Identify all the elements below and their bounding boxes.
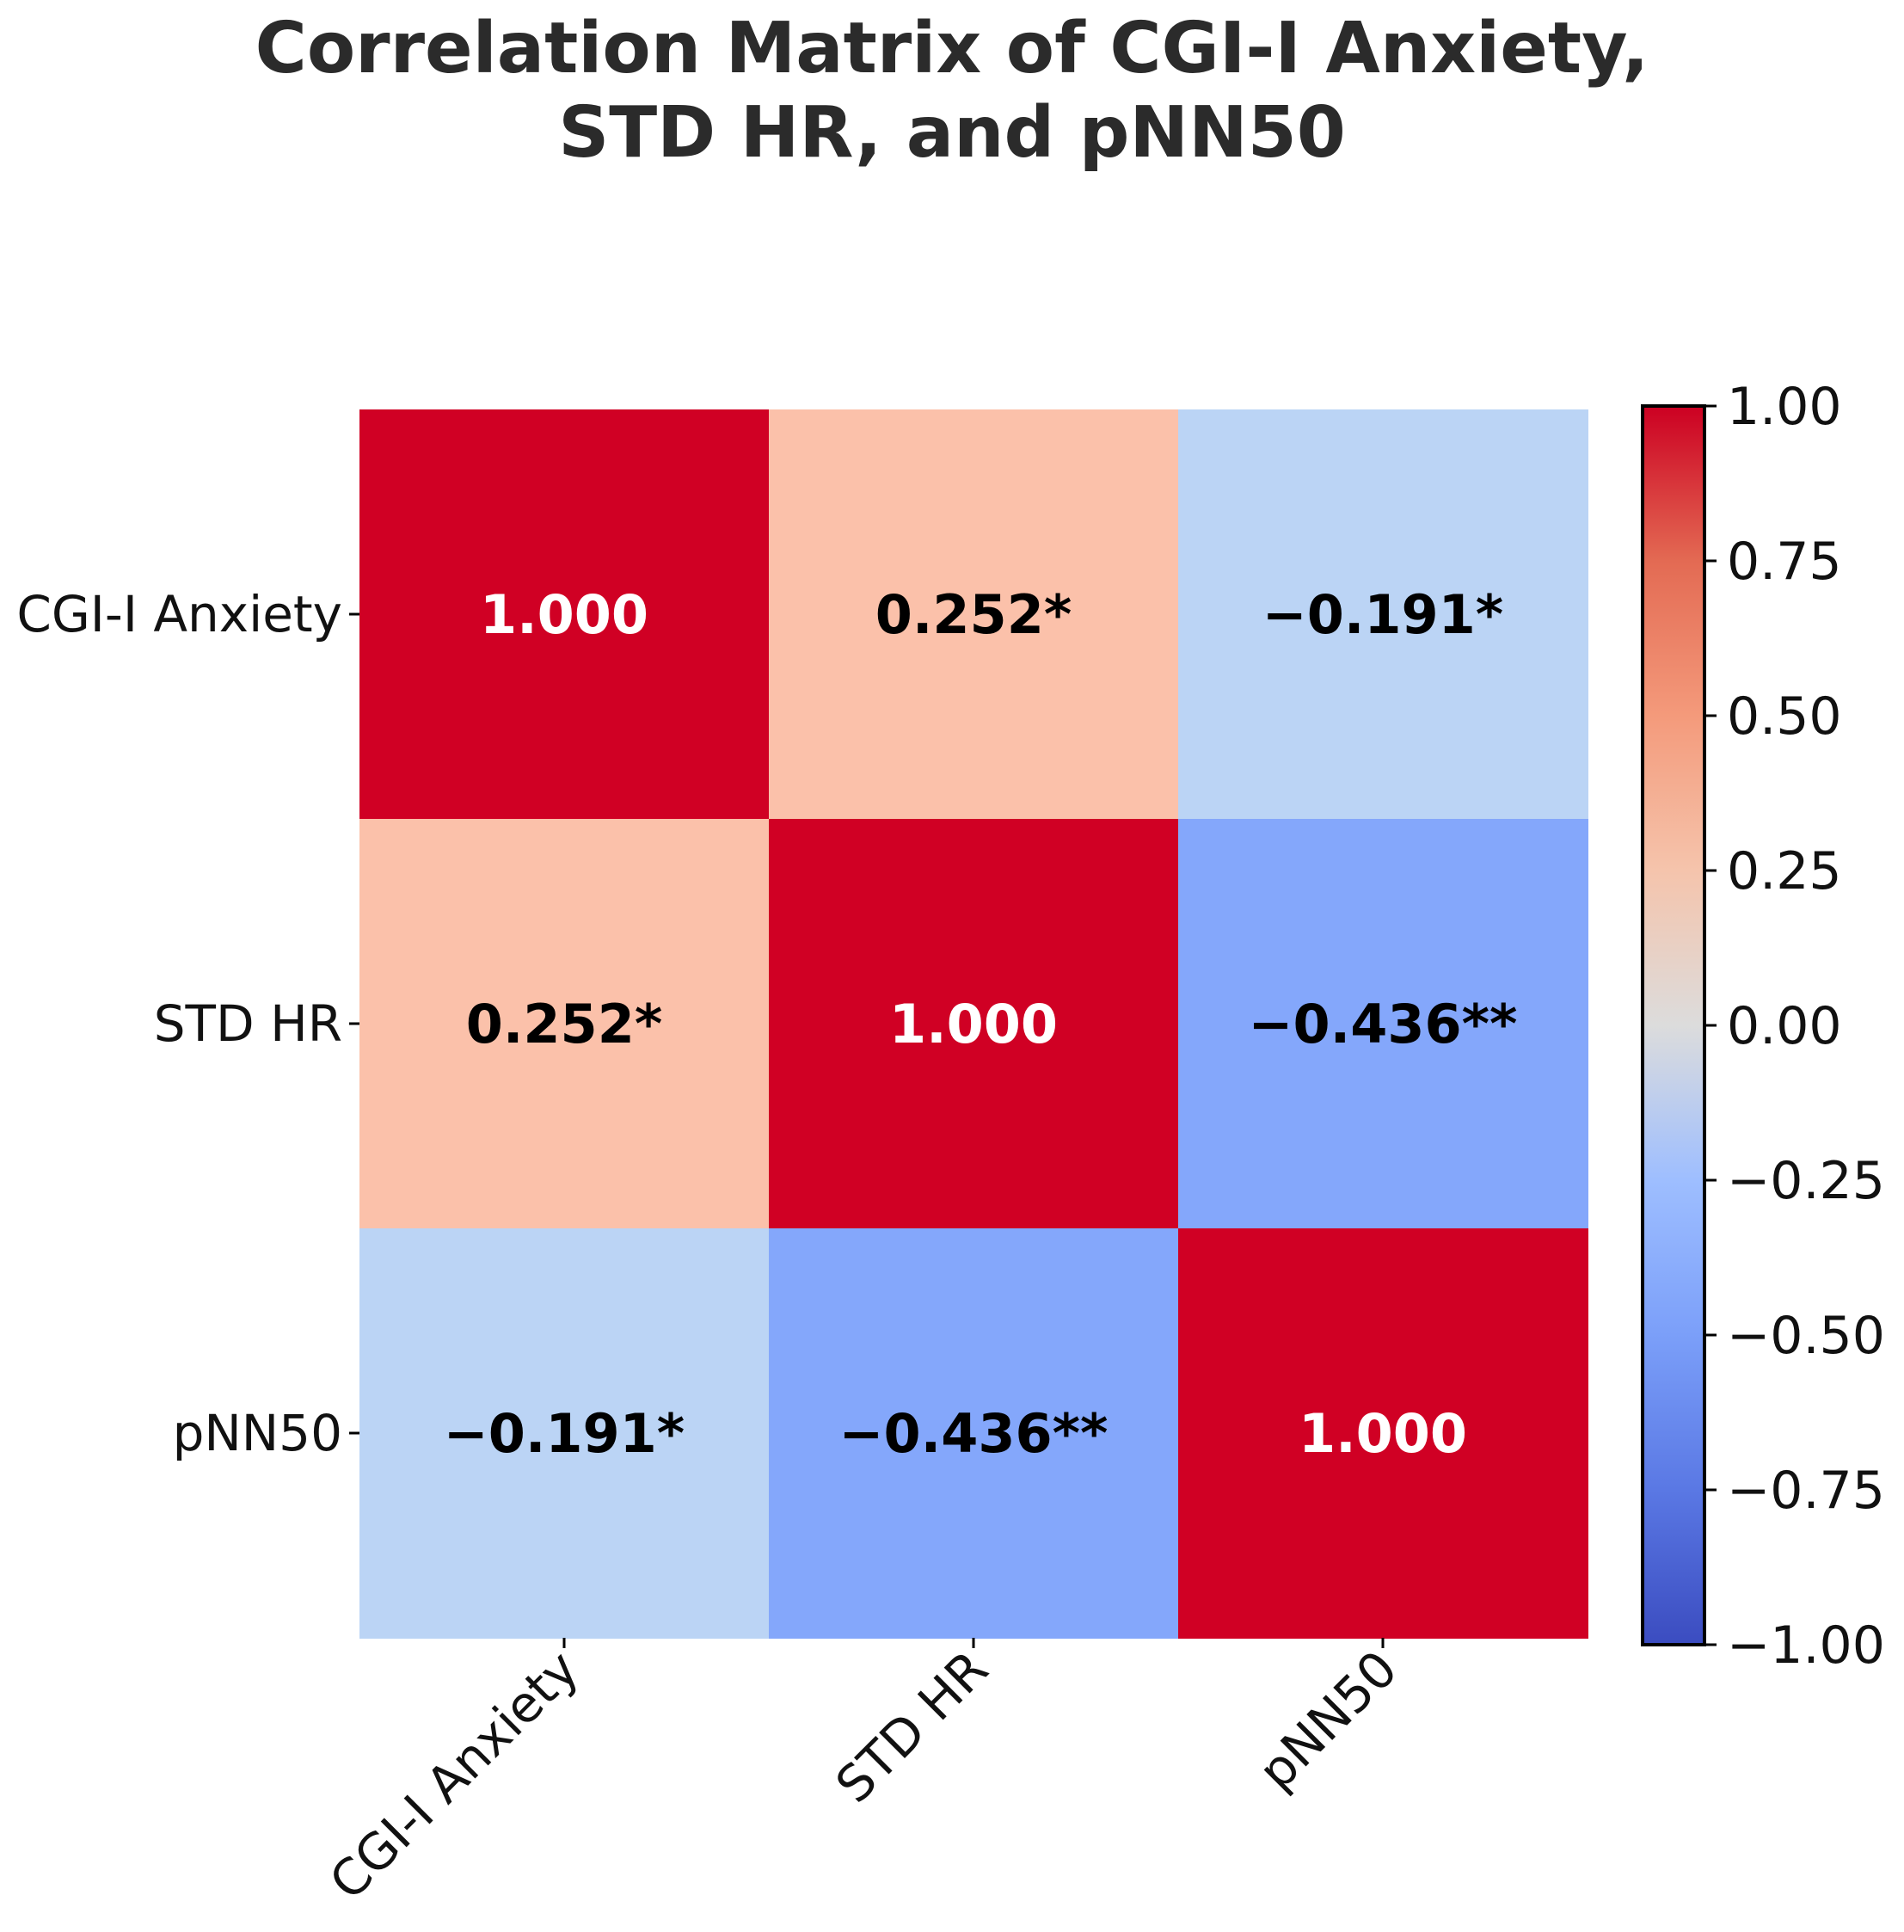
chart-title: Correlation Matrix of CGI-I Anxiety, STD…	[255, 8, 1649, 174]
cell-label-r0-c2: −0.191*	[1262, 583, 1503, 646]
colorbar-tick-label-5: −0.25	[1727, 1151, 1885, 1211]
colorbar-tick-label-4: 0.00	[1727, 996, 1842, 1056]
heatmap-cell-r0-c0	[359, 409, 770, 820]
colorbar-tick-label-3: 0.25	[1727, 841, 1842, 901]
cell-label-r1-c2: −0.436**	[1249, 993, 1518, 1055]
chart-title-line-1: Correlation Matrix of CGI-I Anxiety,	[255, 8, 1649, 89]
row-label-0: CGI-I Anxiety	[16, 585, 342, 643]
column-labels: CGI-I Anxiety STD HR pNN50	[318, 1638, 1409, 1911]
heatmap-cell-r2-c1	[769, 1228, 1179, 1639]
colorbar: 1.00 0.75 0.50 0.25 0.00 −0.25 −0.50 −0.75 −1.00	[1641, 377, 1885, 1676]
cell-label-r2-c1: −0.436**	[839, 1402, 1109, 1465]
heatmap-cell-r2-c0	[359, 1228, 770, 1639]
cell-label-r1-c1: 1.000	[889, 993, 1058, 1055]
col-label-2: pNN50	[1247, 1640, 1409, 1801]
colorbar-tick-label-7: −0.75	[1727, 1461, 1885, 1521]
colorbar-ticks: 1.00 0.75 0.50 0.25 0.00 −0.25 −0.50 −0.75 −1.00	[1704, 377, 1885, 1676]
row-labels: CGI-I Anxiety STD HR pNN50	[16, 585, 359, 1462]
heatmap-cell-r2-c2	[1178, 1228, 1588, 1639]
colorbar-tick-label-1: 0.75	[1727, 532, 1842, 592]
heatmap-cell-r0-c1	[769, 409, 1179, 820]
colorbar-tick-label-8: −1.00	[1727, 1615, 1885, 1676]
heatmap-cell-r0-c2	[1178, 409, 1588, 820]
heatmap-cell-r1-c0	[359, 819, 770, 1229]
colorbar-gradient	[1641, 404, 1706, 1646]
colorbar-tick-label-6: −0.50	[1727, 1306, 1885, 1366]
chart-title-line-2: STD HR, and pNN50	[558, 92, 1346, 174]
heatmap-cell-r1-c2	[1178, 819, 1588, 1229]
heatmap-cell-r1-c1	[769, 819, 1179, 1229]
cell-label-r1-c0: 0.252*	[466, 993, 663, 1055]
row-label-2: pNN50	[173, 1404, 342, 1462]
cell-label-r2-c0: −0.191*	[444, 1402, 685, 1465]
row-label-1: STD HR	[154, 994, 342, 1053]
heatmap-cells	[359, 409, 1588, 1639]
colorbar-tick-label-2: 0.50	[1727, 686, 1842, 747]
cell-label-r0-c0: 1.000	[480, 583, 648, 646]
cell-label-r2-c2: 1.000	[1299, 1402, 1467, 1465]
colorbar-tick-label-0: 1.00	[1727, 377, 1842, 437]
heatmap-cell-labels: 1.000 0.252* −0.191* 0.252* 1.000 −0.436** −0.…	[444, 583, 1518, 1465]
col-label-1: STD HR	[825, 1640, 999, 1814]
col-label-0: CGI-I Anxiety	[318, 1640, 590, 1911]
cell-label-r0-c1: 0.252*	[875, 583, 1072, 646]
